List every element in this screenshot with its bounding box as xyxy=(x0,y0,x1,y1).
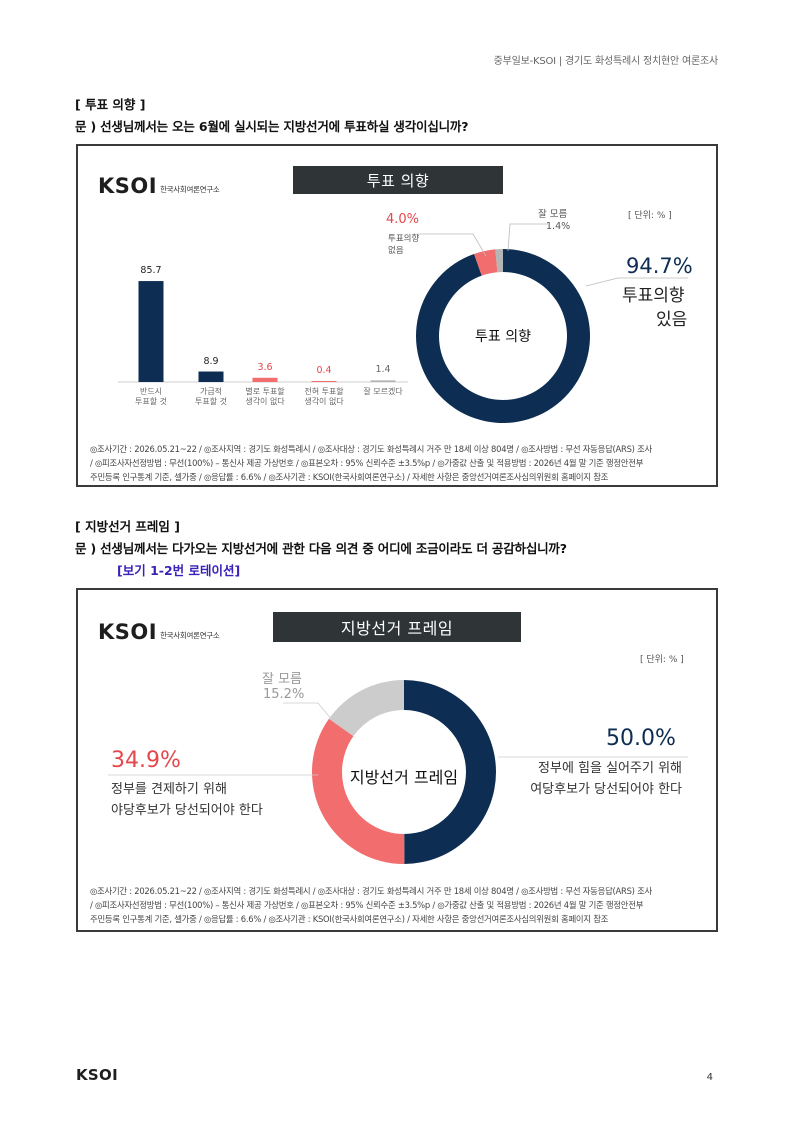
label-no-name-1: 투표의향 xyxy=(388,234,420,244)
donut-center-label: 지방선거 프레임 xyxy=(349,768,459,787)
survey-footnote: ◎조사기간 : 2026.05.21~22 / ◎조사지역 : 경기도 화성특례… xyxy=(90,884,708,926)
footnote-line: ◎조사기간 : 2026.05.21~22 / ◎조사지역 : 경기도 화성특례… xyxy=(90,886,653,896)
chart-banner: 지방선거 프레임 xyxy=(273,612,521,642)
donut-leader-lines xyxy=(418,223,688,287)
donut-chart-election-frame xyxy=(312,680,496,864)
label-left-line-1: 정부를 견제하기 위해 xyxy=(111,782,227,797)
label-right-value: 50.0% xyxy=(606,726,676,751)
bar-category-label: 잘 모르겠다 xyxy=(363,387,403,396)
donut-slice xyxy=(474,249,498,276)
footnote-line: / ◎피조사자선정방법 : 무선(100%) – 통신사 제공 가상번호 / ◎… xyxy=(90,458,644,468)
footnote-line: 주민등록 인구통계 기준, 셀가중 / ◎응답률 : 6.6% / ◎조사기관 … xyxy=(90,914,609,924)
unit-label: [ 단위: % ] xyxy=(640,655,684,665)
survey-footnote: ◎조사기간 : 2026.05.21~22 / ◎조사지역 : 경기도 화성특례… xyxy=(90,442,708,484)
chart-panel-election-frame: KSOI 한국사회여론연구소 지방선거 프레임 [ 단위: % ] 지방선거 프… xyxy=(76,588,718,932)
bar-value-label: 1.4 xyxy=(375,364,391,376)
bar-category-label: 가급적 투표할 것 xyxy=(195,387,227,406)
question-vote-intention: 문 ) 선생님께서는 오는 6월에 실시되는 지방선거에 투표하실 생각이십니까… xyxy=(75,119,469,134)
label-left-value: 34.9% xyxy=(111,748,181,773)
unit-label: [ 단위: % ] xyxy=(628,211,672,221)
question-election-frame: 문 ) 선생님께서는 다가오는 지방선거에 관한 다음 의견 중 어디에 조금이… xyxy=(75,541,567,556)
label-right-line-2: 여당후보가 당선되어야 한다 xyxy=(530,782,682,797)
rotation-note: [보기 1-2번 로테이션] xyxy=(117,563,241,578)
section-title-election-frame: [ 지방선거 프레임 ] xyxy=(75,519,180,534)
ksoi-logo: KSOI 한국사회여론연구소 xyxy=(98,620,220,644)
logo-subtitle: 한국사회여론연구소 xyxy=(160,630,220,640)
page-header: 중부일보-KSOI | 경기도 화성특례시 정치현안 여론조사 xyxy=(493,56,719,67)
bar-chart xyxy=(118,281,408,383)
section-title-vote-intention: [ 투표 의향 ] xyxy=(75,97,146,112)
bar-value-label: 85.7 xyxy=(140,265,162,277)
leader-line-unsure xyxy=(283,702,333,721)
donut-center-label: 투표 의향 xyxy=(475,329,531,345)
label-yes-name-2: 있음 xyxy=(656,310,688,330)
leader-line-no xyxy=(418,233,487,257)
bar xyxy=(138,281,164,382)
leader-line-yes xyxy=(585,277,688,287)
leader-line-unsure xyxy=(507,223,548,252)
donut-slice xyxy=(312,718,405,864)
bar-category-label: 별로 투표할 생각이 없다 xyxy=(245,387,285,406)
chart-banner: 투표 의향 xyxy=(293,166,503,194)
label-no-value: 4.0% xyxy=(386,212,420,227)
footnote-line: 주민등록 인구통계 기준, 셀가중 / ◎응답률 : 6.6% / ◎조사기관 … xyxy=(90,472,609,482)
label-unsure-name: 잘 모름 xyxy=(262,672,303,687)
bar-category-label: 전혀 투표할 생각이 없다 xyxy=(304,387,344,406)
label-unsure-name: 잘 모름 xyxy=(538,209,568,220)
ksoi-logo: KSOI 한국사회여론연구소 xyxy=(98,174,220,198)
bar xyxy=(370,380,396,382)
bar xyxy=(252,377,278,382)
donut-slice xyxy=(404,680,496,864)
donut-slice xyxy=(328,680,404,737)
bar-value-label: 0.4 xyxy=(316,365,332,376)
logo-word: KSOI xyxy=(98,174,158,198)
bar xyxy=(311,381,337,382)
label-unsure-value: 15.2% xyxy=(263,687,305,702)
donut-chart-vote-intention xyxy=(416,249,590,423)
label-yes-name-1: 투표의향 xyxy=(622,286,685,306)
label-yes-value: 94.7% xyxy=(626,254,693,278)
label-right-line-1: 정부에 힘을 실어주기 위해 xyxy=(538,761,682,776)
page-number: 4 xyxy=(706,1072,713,1083)
label-left-line-2: 야당후보가 당선되어야 한다 xyxy=(111,803,263,818)
label-unsure-value: 1.4% xyxy=(546,221,571,232)
donut-slice xyxy=(495,249,503,273)
label-no-name-2: 없음 xyxy=(388,246,404,256)
bar-value-label: 3.6 xyxy=(257,361,273,373)
bar-value-label: 8.9 xyxy=(203,355,219,367)
donut-leader-lines xyxy=(108,702,688,776)
logo-subtitle: 한국사회여론연구소 xyxy=(160,184,220,194)
footnote-line: ◎조사기간 : 2026.05.21~22 / ◎조사지역 : 경기도 화성특례… xyxy=(90,444,653,454)
footnote-line: / ◎피조사자선정방법 : 무선(100%) – 통신사 제공 가상번호 / ◎… xyxy=(90,900,644,910)
logo-word: KSOI xyxy=(98,620,158,644)
bar xyxy=(198,371,224,382)
footer-logo: KSOI xyxy=(76,1066,118,1084)
chart-panel-vote-intention: KSOI 한국사회여론연구소 투표 의향 [ 단위: % ] 85.7 8.9 3.… xyxy=(76,144,718,487)
bar-category-label: 반드시 투표할 것 xyxy=(135,387,167,406)
